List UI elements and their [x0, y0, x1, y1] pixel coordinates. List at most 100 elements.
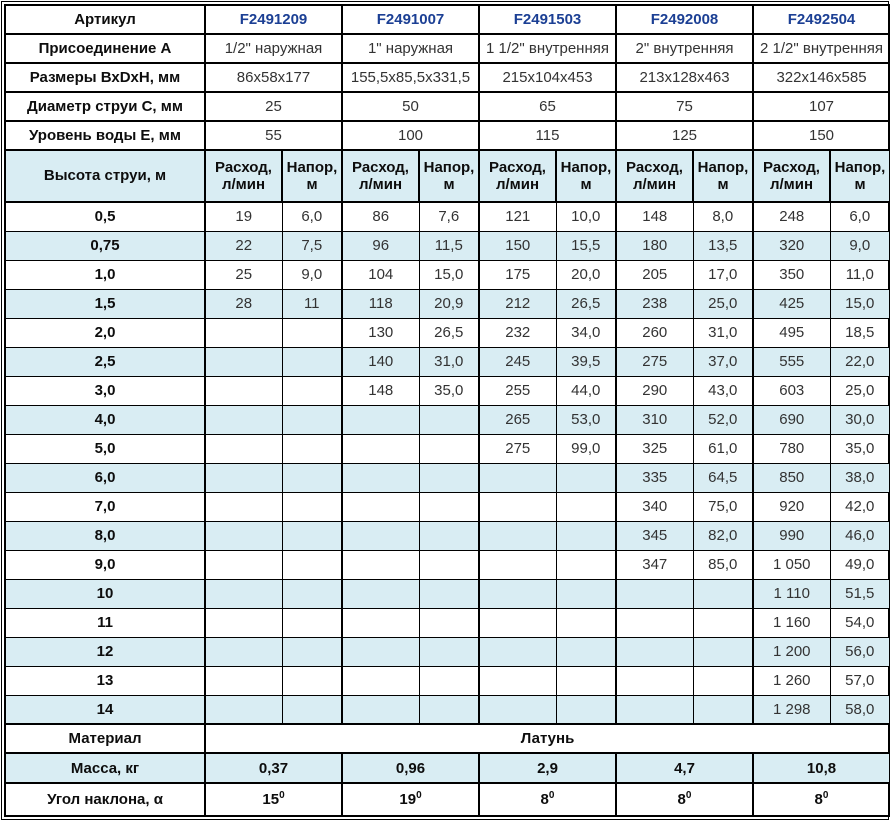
flow-value: 1 260 — [752, 665, 831, 696]
head-value — [281, 404, 343, 435]
flow-value — [204, 578, 283, 609]
head-value — [555, 607, 617, 638]
head-value: 15,5 — [555, 230, 617, 261]
flow-value — [204, 491, 283, 522]
head-value: 51,5 — [829, 578, 890, 609]
flow-value — [615, 665, 694, 696]
spec-value: 125 — [615, 120, 754, 151]
spec-value: 86x58x177 — [204, 62, 343, 93]
mass-value: 10,8 — [752, 752, 890, 784]
head-value: 43,0 — [692, 375, 754, 406]
jet-row: 0,5 19 6,0 86 7,6 121 10,0 148 8,0 248 6,0 — [4, 201, 890, 232]
material-value: Латунь — [204, 723, 890, 754]
article-value: F2491007 — [341, 4, 480, 35]
flow-value — [341, 607, 420, 638]
head-value: 37,0 — [692, 346, 754, 377]
head-value: 18,5 — [829, 317, 890, 348]
head-value: 44,0 — [555, 375, 617, 406]
head-value: 7,5 — [281, 230, 343, 261]
jet-height-label: 0,5 — [4, 201, 206, 232]
head-value: 11 — [281, 288, 343, 319]
head-value — [555, 520, 617, 551]
flow-value — [478, 636, 557, 667]
flow-value — [204, 665, 283, 696]
head-value: 26,5 — [418, 317, 480, 348]
mass-value: 0,96 — [341, 752, 480, 784]
flow-header: Расход, л/мин — [341, 149, 420, 203]
jet-height-label: 4,0 — [4, 404, 206, 435]
flow-value — [341, 520, 420, 551]
mass-row: Масса, кг 0,37 0,96 2,9 4,7 10,8 — [4, 752, 890, 784]
flow-value — [615, 578, 694, 609]
flow-value: 25 — [204, 259, 283, 290]
spec-row-label: Артикул — [4, 4, 206, 35]
spec-value: 155,5x85,5x331,5 — [341, 62, 480, 93]
flow-value — [204, 636, 283, 667]
flow-header: Расход, л/мин — [204, 149, 283, 203]
spec-value: 50 — [341, 91, 480, 122]
flow-value — [341, 694, 420, 725]
flow-value: 603 — [752, 375, 831, 406]
jet-row: 14 1 298 58,0 — [4, 694, 890, 725]
flow-value — [204, 607, 283, 638]
head-value: 25,0 — [692, 288, 754, 319]
head-value — [418, 549, 480, 580]
jet-row: 2,0 130 26,5 232 34,0 260 31,0 495 18,5 — [4, 317, 890, 348]
jet-height-label: 14 — [4, 694, 206, 725]
flow-value: 345 — [615, 520, 694, 551]
spec-value: 1" наружная — [341, 33, 480, 64]
head-value — [281, 375, 343, 406]
flow-value — [615, 607, 694, 638]
flow-value — [341, 636, 420, 667]
flow-value — [204, 462, 283, 493]
mass-value: 4,7 — [615, 752, 754, 784]
flow-value: 255 — [478, 375, 557, 406]
flow-value — [341, 433, 420, 464]
flow-value: 22 — [204, 230, 283, 261]
flow-value: 118 — [341, 288, 420, 319]
angle-label: Угол наклона, α — [4, 782, 206, 817]
flow-value: 19 — [204, 201, 283, 232]
jet-height-label: 3,0 — [4, 375, 206, 406]
product-spec-table: Артикул F2491209 F2491007 F2491503 F2492… — [4, 4, 890, 817]
jet-row: 8,0 345 82,0 990 46,0 — [4, 520, 890, 551]
head-header: Напор, м — [555, 149, 617, 203]
head-value — [418, 433, 480, 464]
spec-row-label: Размеры ВхDхН, мм — [4, 62, 206, 93]
article-row: Артикул F2491209 F2491007 F2491503 F2492… — [4, 4, 890, 35]
angle-value: 80 — [752, 782, 890, 817]
head-value: 26,5 — [555, 288, 617, 319]
flow-value: 248 — [752, 201, 831, 232]
flow-value — [478, 549, 557, 580]
head-value — [418, 694, 480, 725]
jet-header-label: Высота струи, м — [4, 149, 206, 203]
degree-sup: 0 — [548, 790, 555, 801]
flow-value: 1 050 — [752, 549, 831, 580]
head-value: 15,0 — [829, 288, 890, 319]
flow-value: 1 160 — [752, 607, 831, 638]
jet-header-row: Высота струи, м Расход, л/мин Напор, м Р… — [4, 149, 890, 203]
mass-value: 2,9 — [478, 752, 617, 784]
head-value: 8,0 — [692, 201, 754, 232]
spec-value: 55 — [204, 120, 343, 151]
head-value — [418, 665, 480, 696]
flow-value: 28 — [204, 288, 283, 319]
jet-height-label: 5,0 — [4, 433, 206, 464]
spec-value: 100 — [341, 120, 480, 151]
flow-value — [204, 317, 283, 348]
head-value — [692, 665, 754, 696]
head-value — [692, 636, 754, 667]
head-value — [555, 462, 617, 493]
head-value: 75,0 — [692, 491, 754, 522]
jet-height-label: 6,0 — [4, 462, 206, 493]
head-value — [281, 578, 343, 609]
flow-value — [615, 636, 694, 667]
flow-value — [478, 520, 557, 551]
head-value — [418, 462, 480, 493]
head-value: 9,0 — [829, 230, 890, 261]
article-value: F2492504 — [752, 4, 890, 35]
flow-value — [478, 694, 557, 725]
flow-header: Расход, л/мин — [615, 149, 694, 203]
flow-value: 205 — [615, 259, 694, 290]
head-value — [418, 578, 480, 609]
